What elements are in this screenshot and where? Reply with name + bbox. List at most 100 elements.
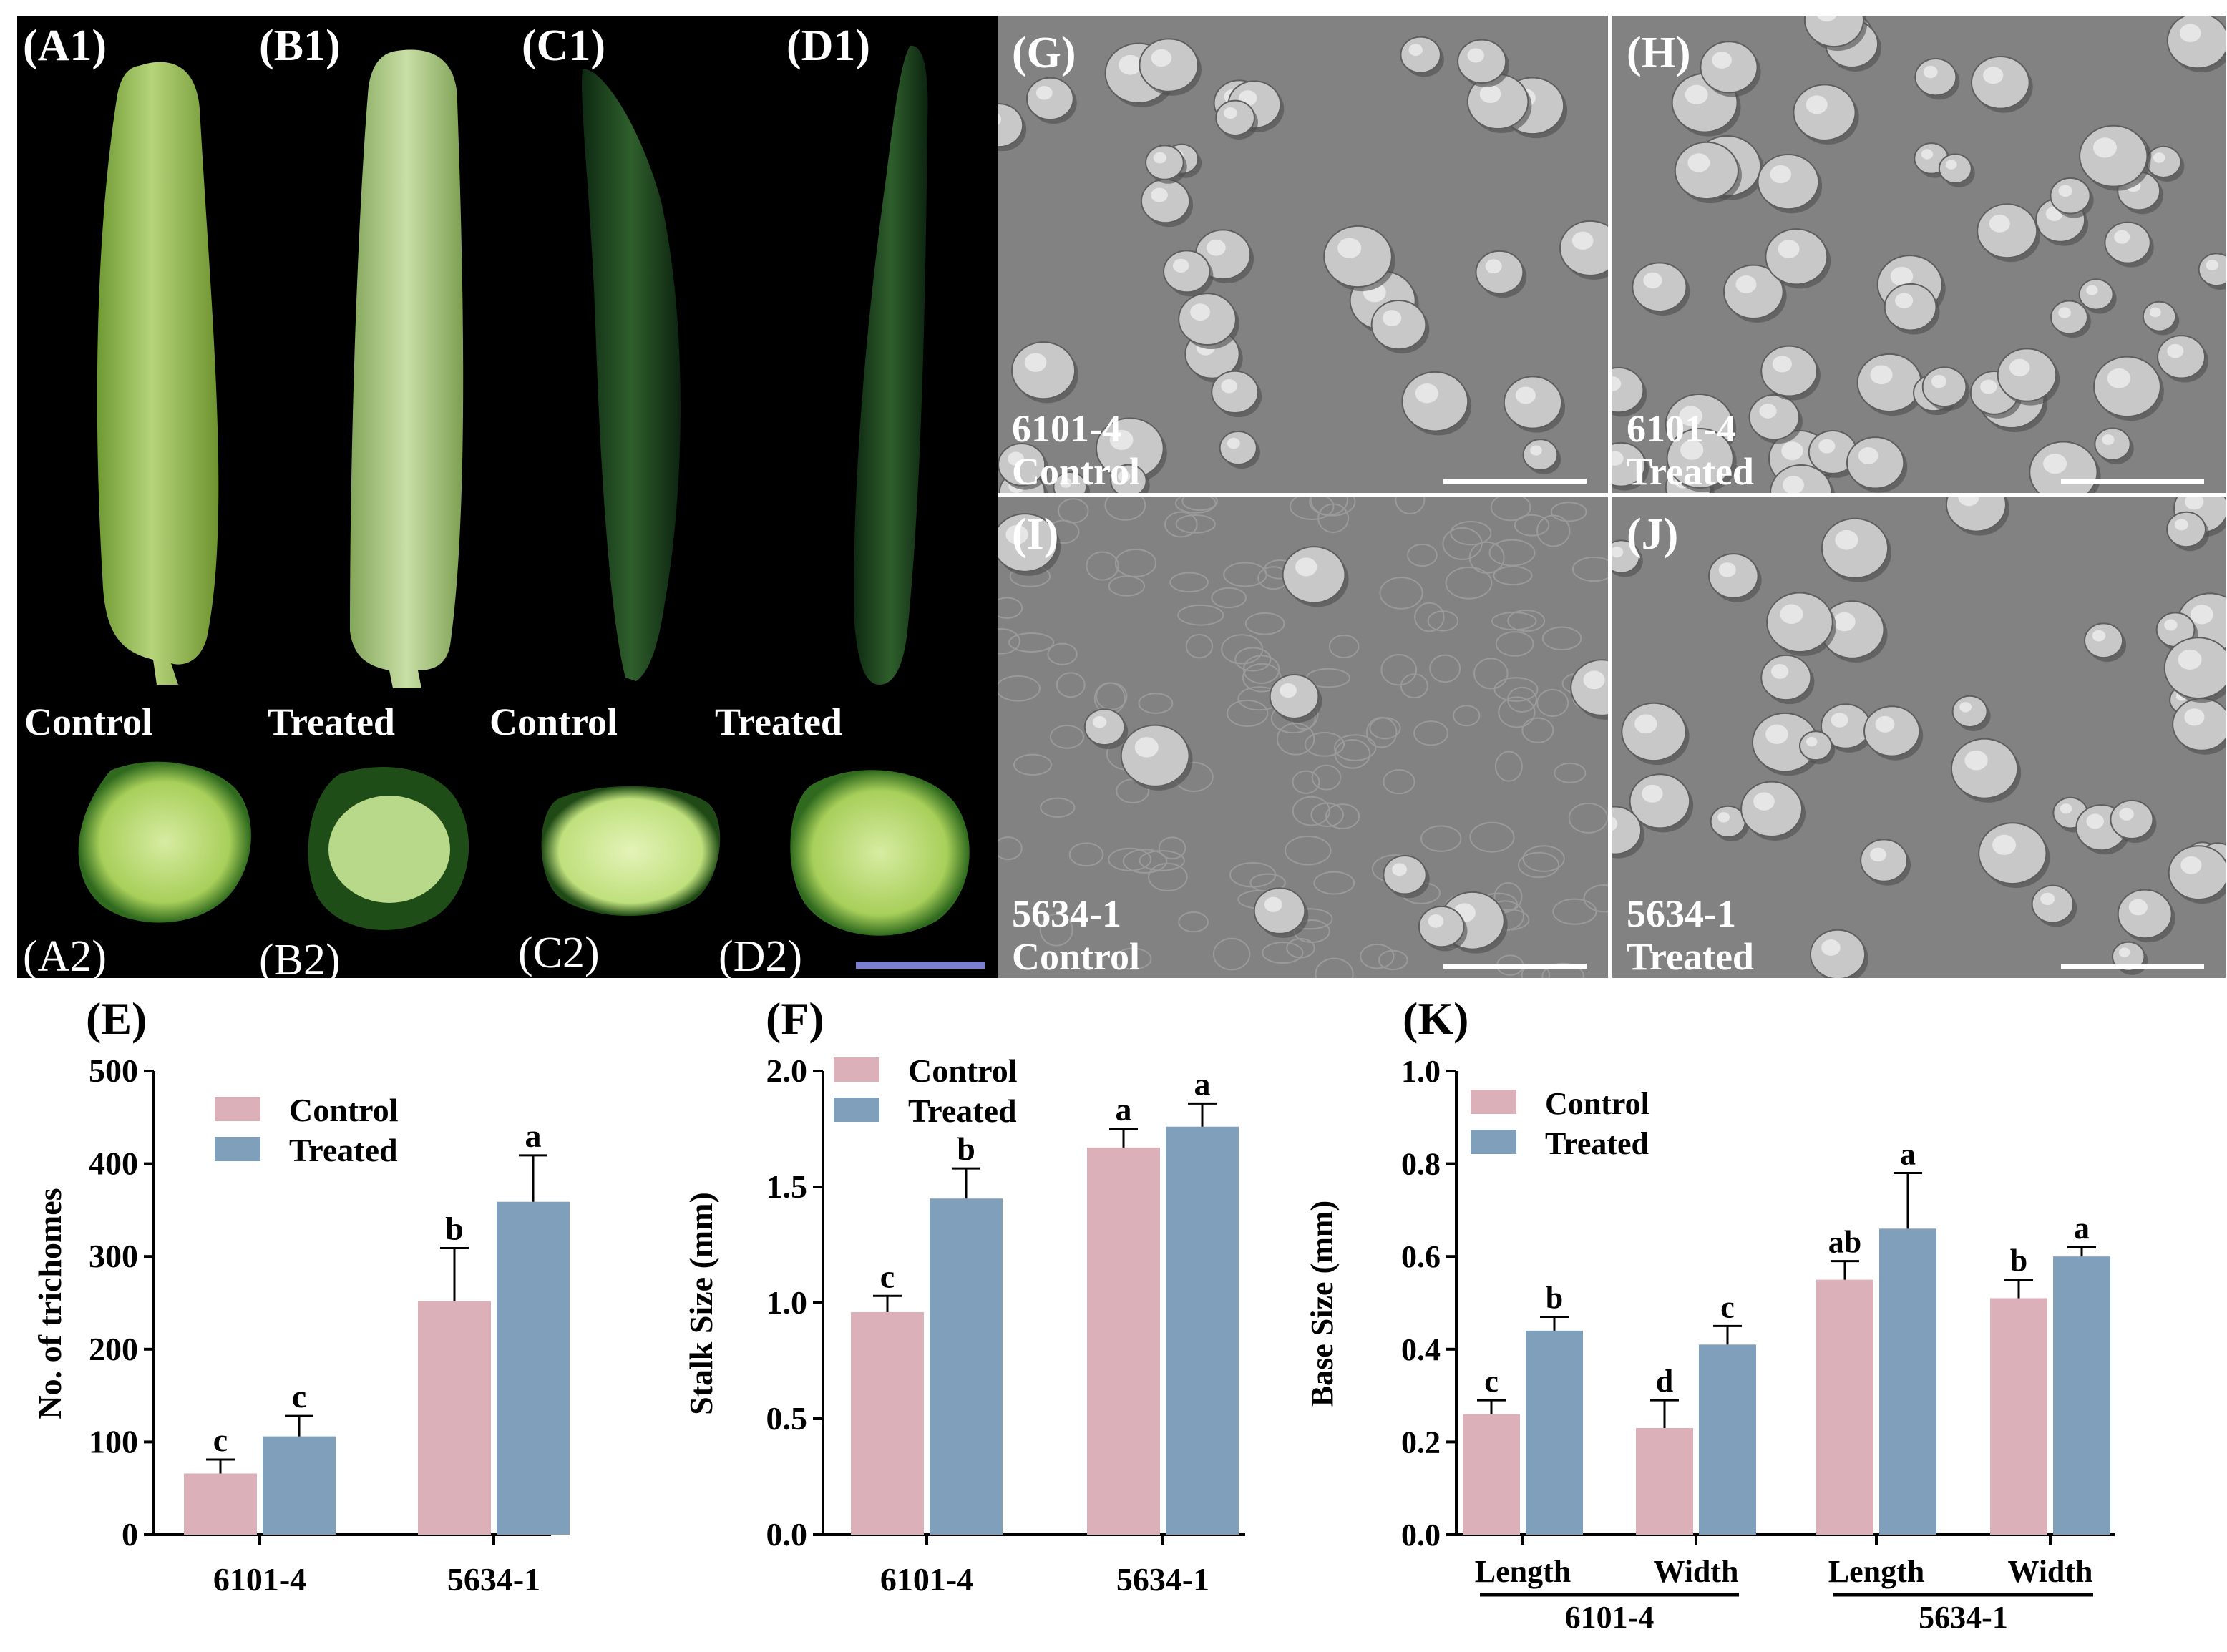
legend-swatch-control [834, 1057, 879, 1082]
trichome-highlight [2184, 708, 2205, 726]
bar-control [1816, 1279, 1873, 1535]
legend-label-treated: Treated [908, 1093, 1017, 1129]
trichome [1821, 517, 1889, 579]
trichome [2142, 300, 2177, 332]
trichome [1884, 283, 1937, 331]
y-axis-label: Stalk Size (mm) [683, 1192, 719, 1415]
legend-swatch-treated [215, 1137, 260, 1161]
trichome-highlight [1109, 429, 1134, 450]
sem-panel-label: (G) [1012, 29, 1076, 77]
trichome [2050, 177, 2091, 215]
epidermal-cell [1169, 572, 1209, 593]
y-tick-label: 1.0 [1401, 1054, 1441, 1089]
epidermal-cell [1178, 911, 1209, 933]
x-tick-label: Width [1653, 1554, 1738, 1589]
trichome [1178, 293, 1237, 346]
bar-control [184, 1473, 257, 1535]
trichome [1522, 439, 1559, 471]
legend-swatch-treated [834, 1098, 879, 1122]
trichome [1140, 178, 1191, 224]
trichome-highlight [1831, 713, 1848, 728]
group-label: 6101-4 [1565, 1600, 1655, 1635]
section-c2 [541, 786, 721, 917]
epidermal-cell [998, 836, 1023, 861]
trichome-highlight [1612, 376, 1622, 391]
significance-letter: a [2074, 1211, 2090, 1246]
epidermal-cell [1040, 797, 1076, 818]
legend-label-control: Control [289, 1092, 399, 1128]
trichome-highlight [2174, 519, 2188, 531]
trichome-highlight [1060, 478, 1072, 488]
fruit-photo-panel: (A1) (B1) (C1) (D1) Control Treated Cont… [17, 16, 998, 978]
significance-letter: b [445, 1211, 464, 1247]
epidermal-cell [1380, 654, 1418, 686]
trichome-highlight [1223, 107, 1237, 119]
epidermal-cell [1174, 497, 1217, 514]
trichome [1740, 781, 1803, 837]
x-tick-label: 5634-1 [447, 1561, 540, 1598]
epidermal-cell [1262, 942, 1304, 964]
epidermal-cell [998, 597, 1023, 619]
sem-cell-j: (J) 5634-1 Treated [1612, 497, 2226, 978]
trichome [1253, 887, 1306, 934]
epidermal-cell [1313, 871, 1355, 895]
trichome [1269, 673, 1320, 719]
trichome [1612, 806, 1642, 855]
y-tick-label: 0.0 [766, 1516, 808, 1553]
trichome-highlight [1687, 153, 1710, 172]
significance-letter: b [1546, 1280, 1563, 1315]
chart-e: (E) 0 100 200 300 400 500 No. of trichomes c c 610… [31, 993, 570, 1598]
trichome [1083, 708, 1126, 746]
epidermal-cell [1039, 913, 1073, 947]
epidermal-cell [1453, 705, 1481, 727]
trichome-highlight [2128, 899, 2148, 916]
trichome [1370, 299, 1427, 351]
epidermal-cell [1242, 655, 1280, 684]
trichome-highlight [1770, 165, 1792, 184]
epidermal-cell [1068, 842, 1104, 867]
trichome-highlight [1264, 896, 1282, 912]
epidermal-cell [1583, 884, 1608, 913]
y-tick-label: 300 [89, 1238, 138, 1274]
epidermal-cell [1493, 677, 1539, 702]
epidermal-cell [1328, 634, 1360, 659]
significance-letter: c [292, 1378, 306, 1414]
trichome-highlight [1634, 714, 1657, 734]
trichome-highlight [1685, 84, 1708, 104]
trichome-highlight [1221, 379, 1237, 394]
y-axis-label: No. of trichomes [31, 1188, 68, 1419]
trichome [1120, 724, 1190, 787]
epidermal-cell [1550, 502, 1587, 522]
significance-letter: a [1116, 1091, 1132, 1128]
epidermal-cell [1234, 647, 1272, 672]
trichome-highlight [1753, 792, 1775, 811]
epidermal-cell [1227, 699, 1269, 728]
trichome [1793, 84, 1856, 141]
trichome-highlight [1571, 231, 1594, 250]
sem-scale-bar [1443, 479, 1587, 484]
epidermal-cell [1450, 520, 1492, 546]
y-tick-label: 400 [89, 1145, 138, 1182]
trichome-highlight [1821, 939, 1841, 956]
trichome [2110, 799, 2154, 839]
fruit-d1 [854, 45, 928, 685]
trichome [2050, 300, 2088, 335]
trichome-highlight [2086, 813, 2104, 829]
trichome [2093, 356, 2161, 418]
trichome-highlight [1485, 259, 1502, 274]
epidermal-cell [1138, 693, 1174, 714]
trichome-highlight [1612, 451, 1624, 466]
trichome [1863, 705, 1921, 757]
x-tick-label: Width [2007, 1554, 2092, 1589]
sem-line-label: 6101-4 [1012, 407, 1121, 450]
epidermal-cell [1507, 609, 1546, 632]
epidermal-cell [1491, 611, 1537, 631]
epidermal-cell [1104, 497, 1146, 521]
sem-panel-label: (J) [1627, 510, 1678, 559]
epidermal-cell [1289, 497, 1335, 521]
bar-treated [2053, 1256, 2110, 1535]
legend-swatch-control [1471, 1090, 1516, 1114]
trichome [1612, 366, 1644, 414]
trichome-highlight [1337, 238, 1362, 258]
